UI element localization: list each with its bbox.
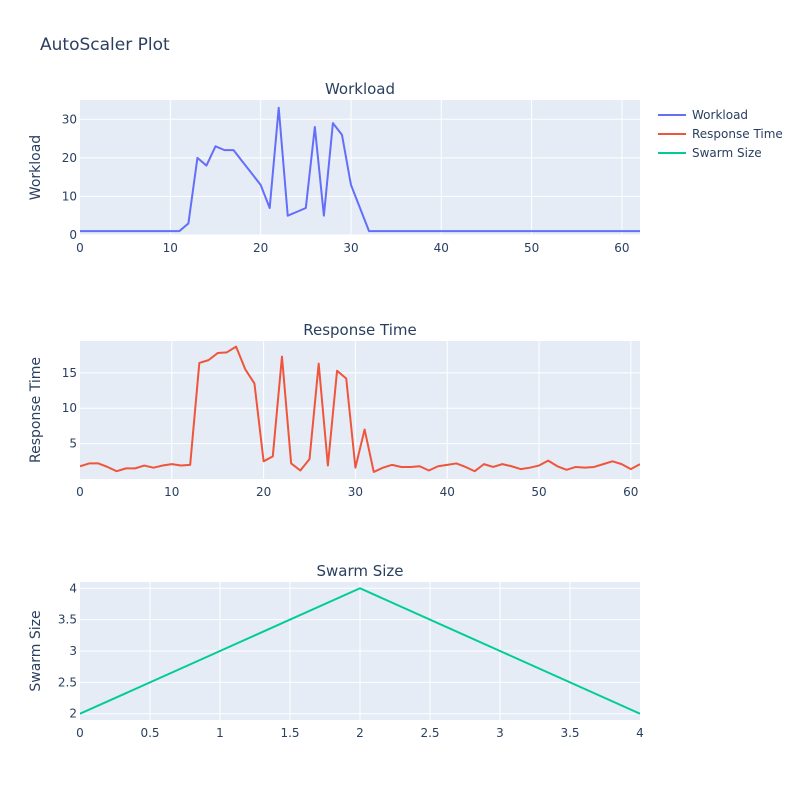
- swarm-size-y-tick-label: 3: [69, 644, 77, 658]
- legend-label: Response Time: [692, 127, 783, 141]
- response-time-x-tick-label: 30: [348, 485, 363, 499]
- response-time-x-tick-label: 60: [623, 485, 638, 499]
- swarm-size-x-tick-label: 0.5: [140, 726, 159, 740]
- swarm-size-x-tick-label: 4: [636, 726, 644, 740]
- swarm-size-y-tick-label: 2: [69, 707, 77, 721]
- response-time-series-line: [80, 345, 640, 473]
- legend-item-workload[interactable]: Workload: [658, 108, 748, 122]
- response-time-x-tick-label: 20: [256, 485, 271, 499]
- workload-plot-area: [80, 100, 640, 235]
- response-time-y-tick-label: 15: [62, 366, 77, 380]
- legend-label: Swarm Size: [692, 146, 762, 160]
- legend-item-response-time[interactable]: Response Time: [658, 127, 783, 141]
- response-time-x-tick-label: 0: [76, 485, 84, 499]
- workload-x-tick-label: 10: [163, 241, 178, 255]
- swarm-size-y-tick-label: 3.5: [58, 613, 77, 627]
- swarm-size-x-tick-label: 3: [496, 726, 504, 740]
- swarm-size-x-tick-label: 2.5: [420, 726, 439, 740]
- workload-y-axis-title: Workload: [28, 135, 44, 200]
- response-time-x-tick-label: 40: [440, 485, 455, 499]
- workload-subplot: 0 10 20 30 40 50 60 0 10 20 30 Workload Workload: [28, 80, 640, 255]
- response-time-y-axis-title: Response Time: [28, 357, 44, 463]
- workload-x-tick-label: 60: [614, 241, 629, 255]
- swarm-size-y-tick-label: 4: [69, 581, 77, 595]
- swarm-size-series-line: [80, 587, 640, 715]
- response-time-x-tick-label: 10: [164, 485, 179, 499]
- response-time-y-tick-label: 10: [62, 401, 77, 415]
- legend-label: Workload: [692, 108, 748, 122]
- workload-x-tick-label: 20: [253, 241, 268, 255]
- swarm-size-x-tick-label: 0: [76, 726, 84, 740]
- response-time-subplot-title: Response Time: [303, 321, 417, 339]
- swarm-size-subplot: 0 0.5 1 1.5 2 2.5 3 3.5 4 2 2.5 3 3.5 4 Swarm Size Swar…: [28, 562, 644, 740]
- response-time-x-tick-label: 50: [531, 485, 546, 499]
- response-time-subplot: 0 10 20 30 40 50 60 5 10 15 Response Time Response …: [28, 321, 640, 499]
- response-time-plot-area: [80, 341, 640, 479]
- response-time-y-tick-label: 5: [69, 437, 77, 451]
- swarm-size-x-tick-label: 2: [356, 726, 364, 740]
- workload-x-tick-label: 0: [76, 241, 84, 255]
- swarm-size-subplot-title: Swarm Size: [316, 562, 403, 580]
- workload-y-tick-label: 20: [62, 151, 77, 165]
- workload-x-tick-label: 40: [434, 241, 449, 255]
- page-title: AutoScaler Plot: [40, 35, 170, 55]
- swarm-size-y-axis-title: Swarm Size: [28, 610, 44, 691]
- workload-x-tick-label: 50: [524, 241, 539, 255]
- workload-x-tick-label: 30: [343, 241, 358, 255]
- workload-subplot-title: Workload: [325, 80, 395, 98]
- swarm-size-x-tick-label: 1.5: [280, 726, 299, 740]
- legend[interactable]: Workload Response Time Swarm Size: [658, 108, 783, 160]
- swarm-size-y-tick-label: 2.5: [58, 675, 77, 689]
- legend-item-swarm-size[interactable]: Swarm Size: [658, 146, 762, 160]
- swarm-size-x-tick-label: 1: [216, 726, 224, 740]
- swarm-size-x-tick-label: 3.5: [560, 726, 579, 740]
- workload-series-line: [80, 106, 640, 233]
- workload-y-tick-label: 0: [69, 228, 77, 242]
- workload-y-tick-label: 30: [62, 112, 77, 126]
- workload-y-tick-label: 10: [62, 189, 77, 203]
